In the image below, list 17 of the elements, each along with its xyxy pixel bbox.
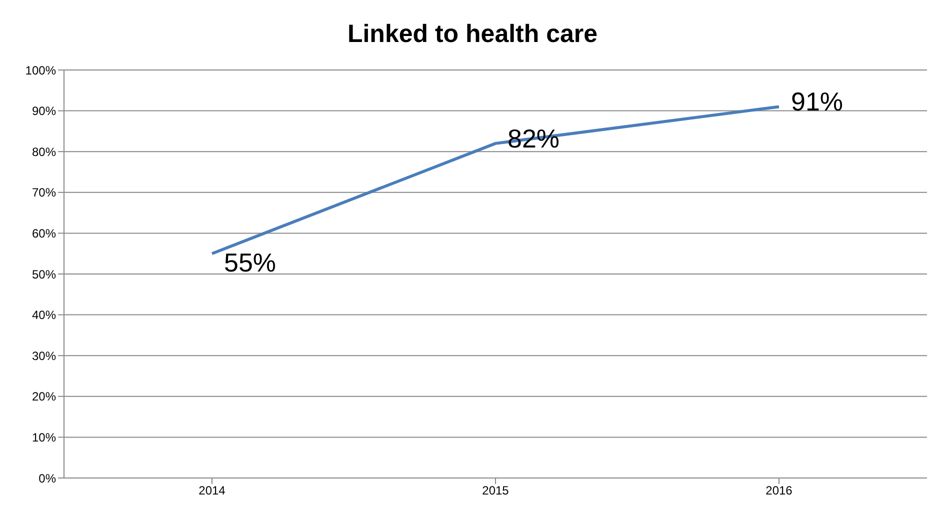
chart-title: Linked to health care [346, 19, 599, 50]
data-label: 55% [224, 248, 276, 278]
y-tick-label: 90% [32, 104, 56, 118]
y-tick-label: 40% [32, 308, 56, 322]
y-tick-label: 0% [38, 471, 56, 486]
y-tick-label: 60% [32, 226, 56, 240]
y-tick-label: 80% [32, 144, 56, 159]
x-tick-label: 2015 [482, 484, 510, 498]
data-label: 91% [791, 86, 844, 117]
y-tick-label: 100% [25, 63, 56, 78]
y-tick-label: 10% [32, 430, 56, 444]
y-tick-label: 70% [32, 186, 56, 200]
x-tick-label: 2016 [766, 484, 793, 498]
y-tick-label: 30% [32, 348, 56, 363]
y-tick-label: 20% [32, 390, 56, 404]
x-tick-label: 2014 [198, 484, 226, 498]
y-tick-label: 50% [32, 267, 56, 282]
